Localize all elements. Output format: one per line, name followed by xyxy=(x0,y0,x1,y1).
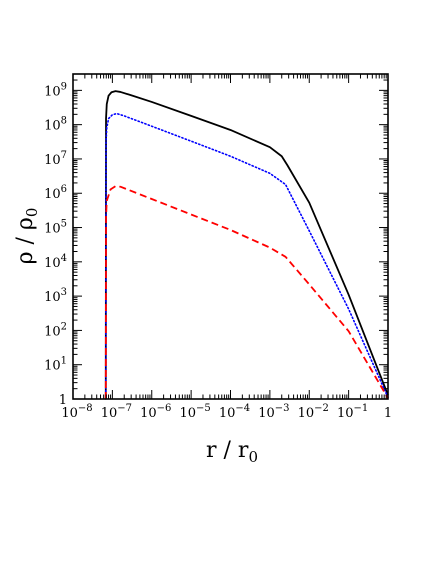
x-tick-label: 10−7 xyxy=(101,403,132,421)
y-tick-label: 102 xyxy=(44,321,67,339)
series-layer xyxy=(104,90,389,400)
x-axis-label: r / r0 xyxy=(206,438,258,466)
series-line-3 xyxy=(104,185,389,400)
y-tick-label: 103 xyxy=(44,287,67,305)
y-tick-label: 1 xyxy=(59,393,67,408)
y-tick-label: 109 xyxy=(44,81,67,99)
x-tick-label: 10−4 xyxy=(219,403,250,421)
x-tick-label: 10−5 xyxy=(179,403,210,421)
y-tick-label: 106 xyxy=(44,184,67,202)
x-tick-labels: 10−8 10−7 10−6 10−5 10−4 10−3 10−2 10−1 1 xyxy=(61,403,392,421)
series-line-2 xyxy=(104,112,389,400)
x-tick-label: 10−8 xyxy=(61,403,92,421)
x-tick-label: 10−2 xyxy=(298,403,329,421)
x-tick-label: 10−1 xyxy=(337,403,368,421)
plot-frame xyxy=(72,73,389,400)
series-line-1 xyxy=(104,90,389,400)
x-tick-label: 1 xyxy=(384,406,392,421)
x-tick-label: 10−6 xyxy=(140,403,171,421)
y-tick-label: 104 xyxy=(44,253,67,271)
y-tick-label: 108 xyxy=(44,116,67,134)
y-tick-labels: 1 101 102 103 104 105 106 107 108 109 xyxy=(44,81,67,408)
y-tick-label: 101 xyxy=(44,356,67,374)
x-tick-label: 10−3 xyxy=(258,403,289,421)
y-tick-label: 105 xyxy=(44,219,67,237)
y-axis-label: ρ / ρ0 xyxy=(13,208,41,265)
y-tick-label: 107 xyxy=(44,150,67,168)
